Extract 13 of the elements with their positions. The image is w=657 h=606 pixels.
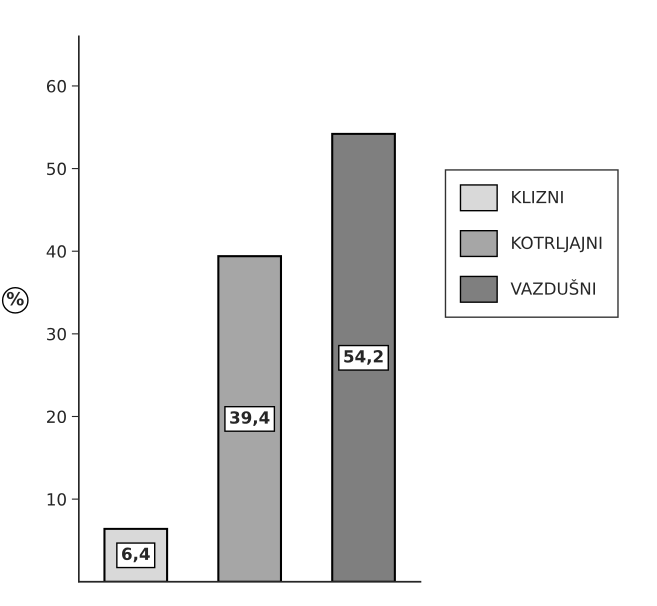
legend-label: KLIZNI [512,191,563,204]
legend-label: VAZDUŠNI [510,279,595,295]
y-tick-label: 50 [47,162,66,176]
y-tick-label: 10 [48,493,66,506]
data-label: 6,4 [122,548,150,562]
legend-label: KOTRLJAJNI [512,236,602,252]
y-tick-label: 60 [46,80,66,93]
y-tick-label: 30 [47,328,66,340]
y-axis-title: % [6,292,24,306]
y-tick-label: 20 [47,410,66,424]
data-label: 54,2 [344,350,383,365]
data-label: 39,4 [230,411,270,426]
y-tick-label: 40 [46,245,66,258]
